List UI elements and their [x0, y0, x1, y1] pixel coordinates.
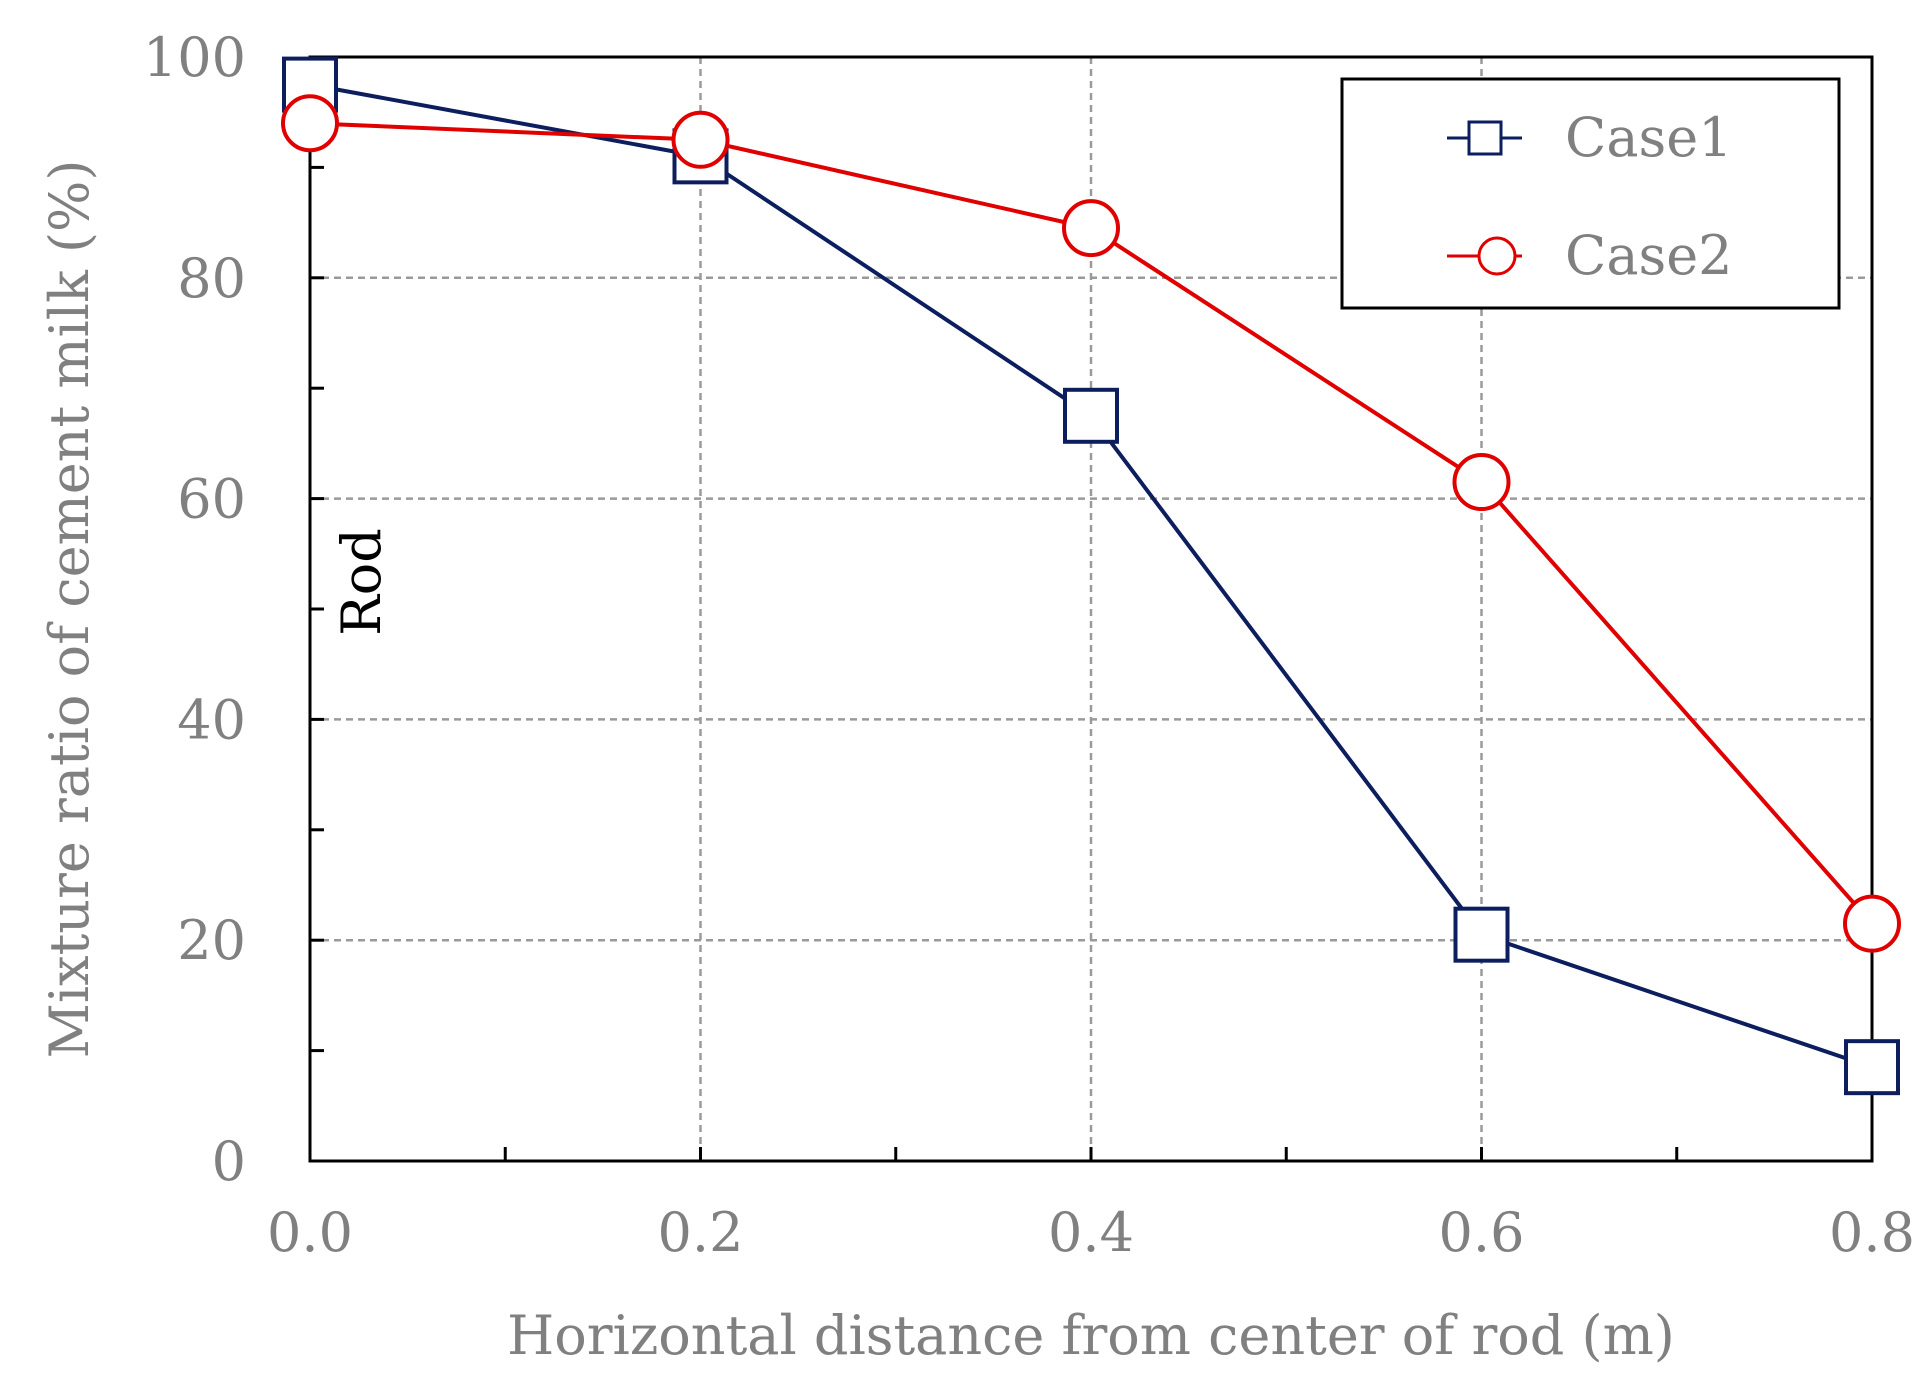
legend-label-case1: Case1 [1565, 106, 1733, 169]
y-tick-label-1: 20 [177, 909, 246, 972]
data-point-case2-2 [1062, 199, 1120, 258]
data-point-case2-4 [1843, 894, 1901, 953]
data-point-case1-4 [1844, 1039, 1900, 1096]
y-axis-title: Mixture ratio of cement milk (%) [38, 160, 101, 1059]
y-tick-label-5: 100 [143, 26, 246, 89]
data-point-case2-1 [671, 110, 730, 169]
data-point-case1-2 [1063, 387, 1119, 444]
y-tick-label-3: 60 [177, 468, 246, 531]
x-tick-label-0: 0.0 [267, 1201, 353, 1264]
y-tick-label-2: 40 [177, 688, 246, 751]
legend-label-case2: Case2 [1565, 224, 1733, 287]
y-tick-label-0: 0 [212, 1130, 246, 1193]
axis-ticks [310, 165, 1679, 1161]
x-tick-label-1: 0.2 [658, 1201, 744, 1264]
data-point-case1-3 [1453, 906, 1510, 963]
legend-box [1340, 77, 1841, 310]
legend-marker-case2 [1477, 236, 1517, 276]
x-tick-label-3: 0.6 [1439, 1201, 1525, 1264]
series-layer [281, 56, 1901, 1096]
y-tick-label-4: 80 [177, 247, 246, 310]
legend: Case1 Case2 [1340, 77, 1841, 310]
x-tick-label-4: 0.8 [1829, 1201, 1915, 1264]
data-point-case2-3 [1452, 453, 1511, 512]
x-tick-label-2: 0.4 [1048, 1201, 1134, 1264]
x-axis-title: Horizontal distance from center of rod (… [507, 1304, 1675, 1367]
legend-marker-case1 [1467, 120, 1503, 156]
series-case2 [281, 94, 1901, 953]
x-tick-labels: 0.0 0.2 0.4 0.6 0.8 [267, 1201, 1915, 1264]
y-tick-labels: 0 20 40 60 80 100 [143, 26, 246, 1193]
data-point-case2-0 [281, 94, 339, 153]
rod-annotation: Rod [330, 528, 393, 636]
